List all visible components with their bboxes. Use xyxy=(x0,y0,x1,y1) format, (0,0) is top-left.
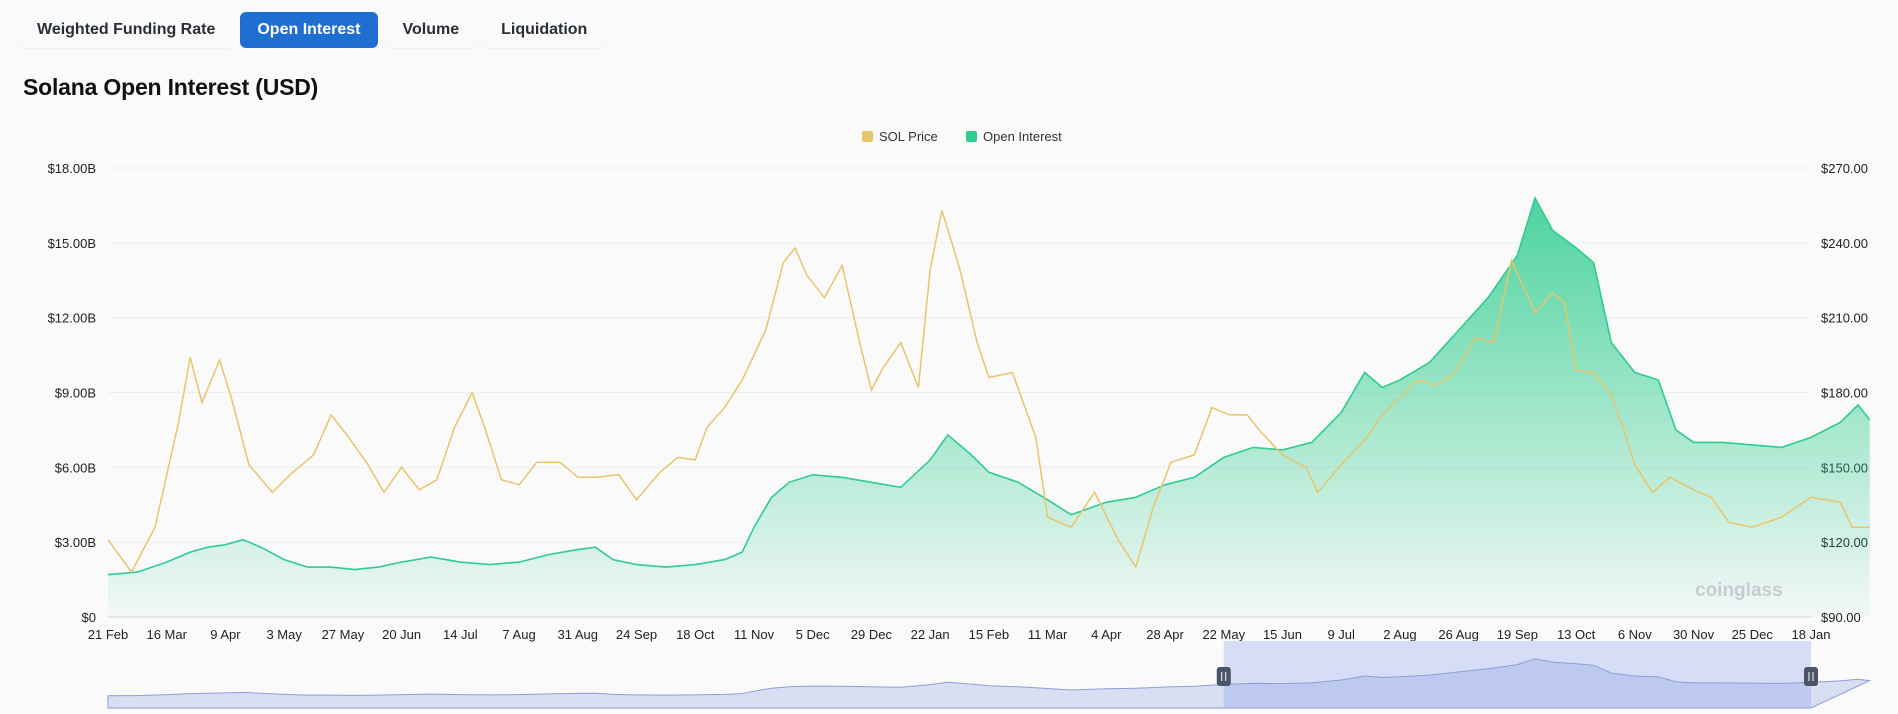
y-left-tick-label: $12.00B xyxy=(48,311,96,326)
x-tick-label: 27 May xyxy=(322,627,365,642)
x-tick-label: 15 Jun xyxy=(1263,627,1302,642)
x-tick-label: 2 Aug xyxy=(1383,627,1416,642)
x-tick-label: 16 Mar xyxy=(146,627,187,642)
x-tick-label: 15 Feb xyxy=(969,627,1009,642)
x-tick-label: 25 Dec xyxy=(1732,627,1774,642)
x-tick-label: 9 Apr xyxy=(210,627,241,642)
watermark-text: coinglass xyxy=(1695,580,1783,601)
x-tick-label: 28 Apr xyxy=(1146,627,1184,642)
x-tick-label: 3 May xyxy=(266,627,302,642)
x-tick-label: 5 Dec xyxy=(796,627,830,642)
x-tick-label: 22 May xyxy=(1202,627,1245,642)
y-left-tick-label: $9.00B xyxy=(55,386,96,401)
y-right-tick-label: $240.00 xyxy=(1821,236,1868,251)
y-left-tick-label: $15.00B xyxy=(48,236,96,251)
legend-item[interactable]: SOL Price xyxy=(862,129,938,144)
tab-liquidation[interactable]: Liquidation xyxy=(484,12,605,48)
x-tick-label: 31 Aug xyxy=(558,627,599,642)
y-left-tick-label: $0 xyxy=(82,610,96,625)
open-interest-line xyxy=(107,195,1871,576)
tab-weighted-funding-rate[interactable]: Weighted Funding Rate xyxy=(20,12,233,48)
open-interest-area xyxy=(108,197,1870,617)
sol-price-line xyxy=(107,210,1870,574)
x-tick-label: 22 Jan xyxy=(911,627,950,642)
x-tick-label: 7 Aug xyxy=(502,627,535,642)
x-tick-label: 13 Oct xyxy=(1557,627,1596,642)
tab-bar: Weighted Funding Rate Open Interest Volu… xyxy=(20,12,605,48)
y-right-tick-label: $270.00 xyxy=(1821,161,1868,176)
x-tick-label: 18 Jan xyxy=(1791,627,1830,642)
navigator-series xyxy=(107,658,1872,709)
x-tick-label: 14 Jul xyxy=(443,627,478,642)
navigator-handle-right[interactable] xyxy=(1804,667,1818,686)
x-tick-label: 21 Feb xyxy=(88,627,128,642)
navigator-handle-left[interactable] xyxy=(1216,667,1231,686)
x-tick-label: 19 Sep xyxy=(1497,627,1538,642)
legend-label: SOL Price xyxy=(879,129,938,144)
y-right-tick-label: $180.00 xyxy=(1821,386,1868,401)
x-tick-label: 11 Mar xyxy=(1028,627,1068,642)
legend-item[interactable]: Open Interest xyxy=(966,129,1062,144)
x-tick-label: 26 Aug xyxy=(1438,627,1479,642)
x-tick-label: 4 Apr xyxy=(1091,627,1122,642)
y-right-tick-label: $210.00 xyxy=(1821,311,1868,326)
x-tick-label: 29 Dec xyxy=(851,627,893,642)
legend-swatch xyxy=(966,131,977,142)
tab-open-interest[interactable]: Open Interest xyxy=(240,12,378,48)
x-tick-label: 30 Nov xyxy=(1673,627,1715,642)
x-tick-label: 11 Nov xyxy=(734,627,775,642)
y-left-tick-label: $18.00B xyxy=(48,161,96,176)
x-tick-label: 20 Jun xyxy=(382,627,421,642)
tab-volume[interactable]: Volume xyxy=(385,12,477,48)
x-tick-label: 9 Jul xyxy=(1327,627,1355,642)
navigator-selected-range[interactable] xyxy=(1223,641,1811,708)
y-left-tick-label: $3.00B xyxy=(55,535,96,550)
legend-label: Open Interest xyxy=(983,129,1062,144)
page-title: Solana Open Interest (USD) xyxy=(23,74,319,100)
x-tick-label: 6 Nov xyxy=(1618,627,1652,642)
legend-swatch xyxy=(862,131,873,142)
x-tick-label: 18 Oct xyxy=(676,627,715,642)
y-left-tick-label: $6.00B xyxy=(55,460,96,475)
x-tick-label: 24 Sep xyxy=(616,627,657,642)
